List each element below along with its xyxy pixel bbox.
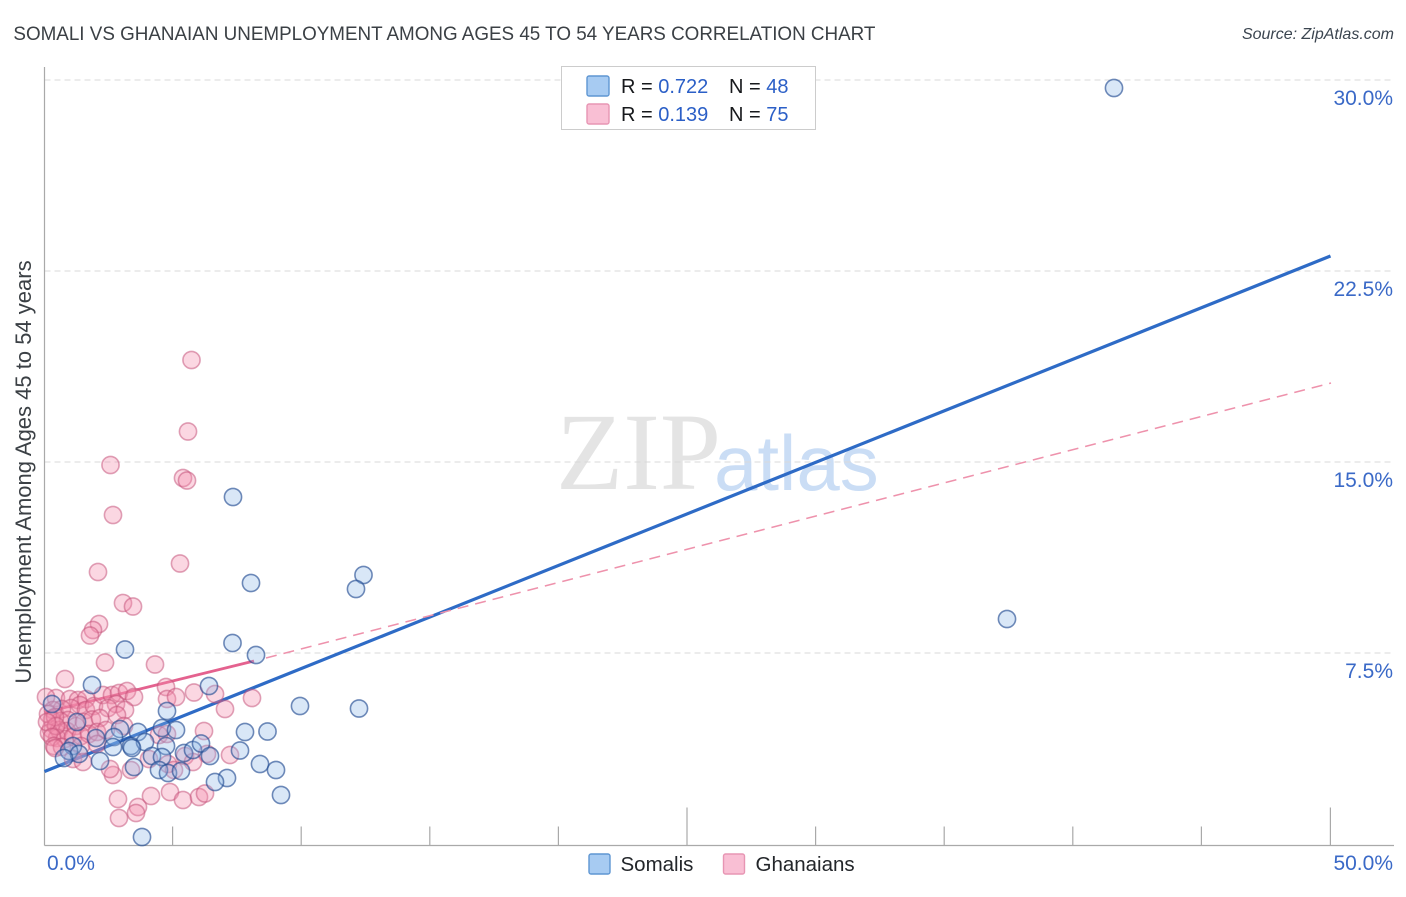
svg-text:N = 75: N = 75 bbox=[729, 104, 789, 126]
svg-text:30.0%: 30.0% bbox=[1333, 87, 1393, 110]
svg-text:ZIP: ZIP bbox=[556, 391, 721, 513]
svg-text:R = 0.722: R = 0.722 bbox=[621, 76, 708, 98]
svg-text:15.0%: 15.0% bbox=[1333, 469, 1393, 492]
svg-text:Ghanaians: Ghanaians bbox=[756, 853, 855, 876]
svg-text:Source: ZipAtlas.com: Source: ZipAtlas.com bbox=[1242, 26, 1394, 43]
svg-text:R = 0.139: R = 0.139 bbox=[621, 104, 708, 126]
svg-text:Unemployment Among Ages 45 to: Unemployment Among Ages 45 to 54 years bbox=[11, 260, 36, 683]
svg-text:7.5%: 7.5% bbox=[1345, 660, 1393, 683]
svg-text:Somalis: Somalis bbox=[621, 853, 694, 876]
svg-text:22.5%: 22.5% bbox=[1333, 278, 1393, 301]
svg-text:N = 48: N = 48 bbox=[729, 76, 789, 98]
svg-text:50.0%: 50.0% bbox=[1333, 852, 1393, 875]
svg-text:0.0%: 0.0% bbox=[47, 852, 95, 875]
svg-text:SOMALI VS GHANAIAN UNEMPLOYMEN: SOMALI VS GHANAIAN UNEMPLOYMENT AMONG AG… bbox=[13, 24, 875, 45]
